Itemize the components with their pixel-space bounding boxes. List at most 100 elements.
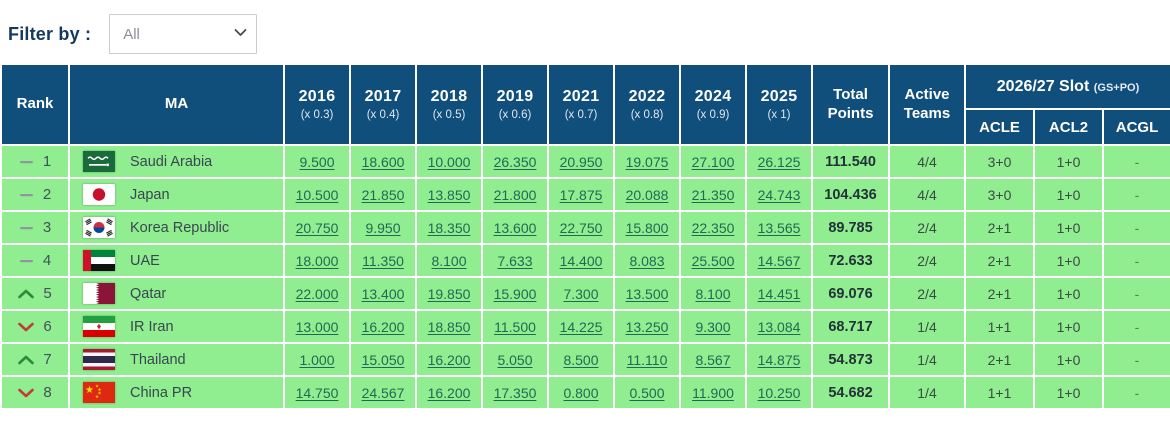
- points-cell: 14.225: [547, 309, 615, 344]
- points-link[interactable]: 18.350: [427, 219, 471, 236]
- points-link[interactable]: 14.567: [757, 252, 801, 269]
- points-link[interactable]: 13.250: [625, 318, 669, 335]
- points-cell: 26.350: [481, 144, 549, 179]
- points-link[interactable]: 8.083: [629, 252, 665, 269]
- points-link[interactable]: 10.500: [295, 186, 339, 203]
- points-cell: 5.050: [481, 342, 549, 377]
- points-link[interactable]: 13.565: [757, 219, 801, 236]
- points-link[interactable]: 17.350: [493, 384, 537, 401]
- points-link[interactable]: 18.600: [361, 153, 405, 170]
- points-link[interactable]: 18.850: [427, 318, 471, 335]
- points-link[interactable]: 11.500: [494, 318, 536, 335]
- points-link[interactable]: 17.875: [559, 186, 603, 203]
- points-cell: 14.750: [283, 375, 351, 410]
- points-link[interactable]: 13.850: [427, 186, 471, 203]
- points-cell: 21.350: [679, 177, 747, 212]
- rank-cell: 6: [0, 309, 70, 344]
- points-link[interactable]: 26.125: [757, 153, 801, 170]
- points-link[interactable]: 9.950: [365, 219, 401, 236]
- points-cell: 7.300: [547, 276, 615, 311]
- filter-select[interactable]: All: [109, 14, 258, 54]
- points-cell: 0.500: [613, 375, 681, 410]
- points-link[interactable]: 20.950: [559, 153, 603, 170]
- points-link[interactable]: 13.000: [295, 318, 339, 335]
- country-name: China PR: [130, 384, 193, 401]
- points-link[interactable]: 20.750: [295, 219, 339, 236]
- points-link[interactable]: 24.567: [361, 384, 405, 401]
- points-link[interactable]: 11.350: [362, 252, 404, 269]
- points-cell: 0.800: [547, 375, 615, 410]
- points-link[interactable]: 15.800: [625, 219, 669, 236]
- points-link[interactable]: 14.750: [295, 384, 339, 401]
- active-teams-cell: 2/4: [888, 210, 966, 245]
- points-link[interactable]: 9.500: [299, 153, 335, 170]
- points-link[interactable]: 25.500: [691, 252, 735, 269]
- points-cell: 26.125: [745, 144, 813, 179]
- points-link[interactable]: 21.800: [493, 186, 537, 203]
- points-cell: 17.875: [547, 177, 615, 212]
- points-link[interactable]: 0.800: [563, 384, 599, 401]
- points-link[interactable]: 21.350: [691, 186, 735, 203]
- country-cell: Japan: [68, 177, 285, 212]
- table-row: 4 UAE 18.000 11.350 8.100 7.633 14.400 8.083 2…: [0, 243, 1170, 278]
- acl2-cell: 1+0: [1033, 342, 1104, 377]
- acgl-cell: -: [1101, 342, 1170, 377]
- points-cell: 24.743: [745, 177, 813, 212]
- flag-ir-iran-icon: [83, 316, 115, 337]
- table-body: 1 Saudi Arabia 9.500 18.600 10.000 26.350 20…: [0, 144, 1170, 410]
- points-link[interactable]: 9.300: [695, 318, 731, 335]
- points-cell: 11.110: [613, 342, 681, 377]
- points-link[interactable]: 24.743: [757, 186, 801, 203]
- points-link[interactable]: 8.567: [695, 351, 731, 368]
- points-link[interactable]: 7.300: [563, 285, 599, 302]
- points-link[interactable]: 20.088: [625, 186, 669, 203]
- points-link[interactable]: 13.084: [757, 318, 801, 335]
- points-link[interactable]: 21.850: [361, 186, 405, 203]
- points-link[interactable]: 27.100: [691, 153, 735, 170]
- points-link[interactable]: 14.225: [559, 318, 603, 335]
- col-header-2019: 2019 (x 0.6): [481, 63, 549, 146]
- points-link[interactable]: 16.200: [427, 384, 471, 401]
- points-link[interactable]: 10.000: [427, 153, 471, 170]
- points-link[interactable]: 14.451: [757, 285, 801, 302]
- points-cell: 20.750: [283, 210, 351, 245]
- country-cell: UAE: [68, 243, 285, 278]
- points-link[interactable]: 10.250: [757, 384, 801, 401]
- points-link[interactable]: 16.200: [427, 351, 471, 368]
- points-cell: 19.850: [415, 276, 483, 311]
- points-link[interactable]: 22.750: [559, 219, 603, 236]
- col-header-ma: MA: [68, 63, 285, 146]
- points-link[interactable]: 16.200: [361, 318, 405, 335]
- col-header-acl2: ACL2: [1033, 108, 1104, 146]
- points-link[interactable]: 5.050: [497, 351, 533, 368]
- points-link[interactable]: 13.500: [625, 285, 669, 302]
- points-link[interactable]: 13.400: [361, 285, 405, 302]
- points-link[interactable]: 8.500: [563, 351, 599, 368]
- rank-cell: 8: [0, 375, 70, 410]
- points-link[interactable]: 15.900: [493, 285, 537, 302]
- points-link[interactable]: 11.900: [692, 384, 734, 401]
- total-points-cell: 111.540: [811, 144, 890, 179]
- points-cell: 14.567: [745, 243, 813, 278]
- points-link[interactable]: 22.000: [295, 285, 339, 302]
- points-link[interactable]: 8.100: [695, 285, 731, 302]
- points-link[interactable]: 8.100: [431, 252, 467, 269]
- points-link[interactable]: 15.050: [361, 351, 405, 368]
- points-cell: 20.950: [547, 144, 615, 179]
- points-link[interactable]: 1.000: [299, 351, 335, 368]
- points-link[interactable]: 0.500: [629, 384, 665, 401]
- points-link[interactable]: 19.075: [625, 153, 669, 170]
- points-link[interactable]: 11.110: [626, 351, 668, 368]
- points-link[interactable]: 22.350: [691, 219, 735, 236]
- points-cell: 7.633: [481, 243, 549, 278]
- points-link[interactable]: 18.000: [295, 252, 339, 269]
- points-link[interactable]: 26.350: [493, 153, 537, 170]
- rank-steady-icon: [19, 190, 34, 200]
- points-cell: 13.500: [613, 276, 681, 311]
- points-link[interactable]: 14.400: [559, 252, 603, 269]
- points-link[interactable]: 14.875: [757, 351, 801, 368]
- points-link[interactable]: 19.850: [427, 285, 471, 302]
- points-link[interactable]: 7.633: [497, 252, 533, 269]
- points-cell: 25.500: [679, 243, 747, 278]
- points-link[interactable]: 13.600: [493, 219, 537, 236]
